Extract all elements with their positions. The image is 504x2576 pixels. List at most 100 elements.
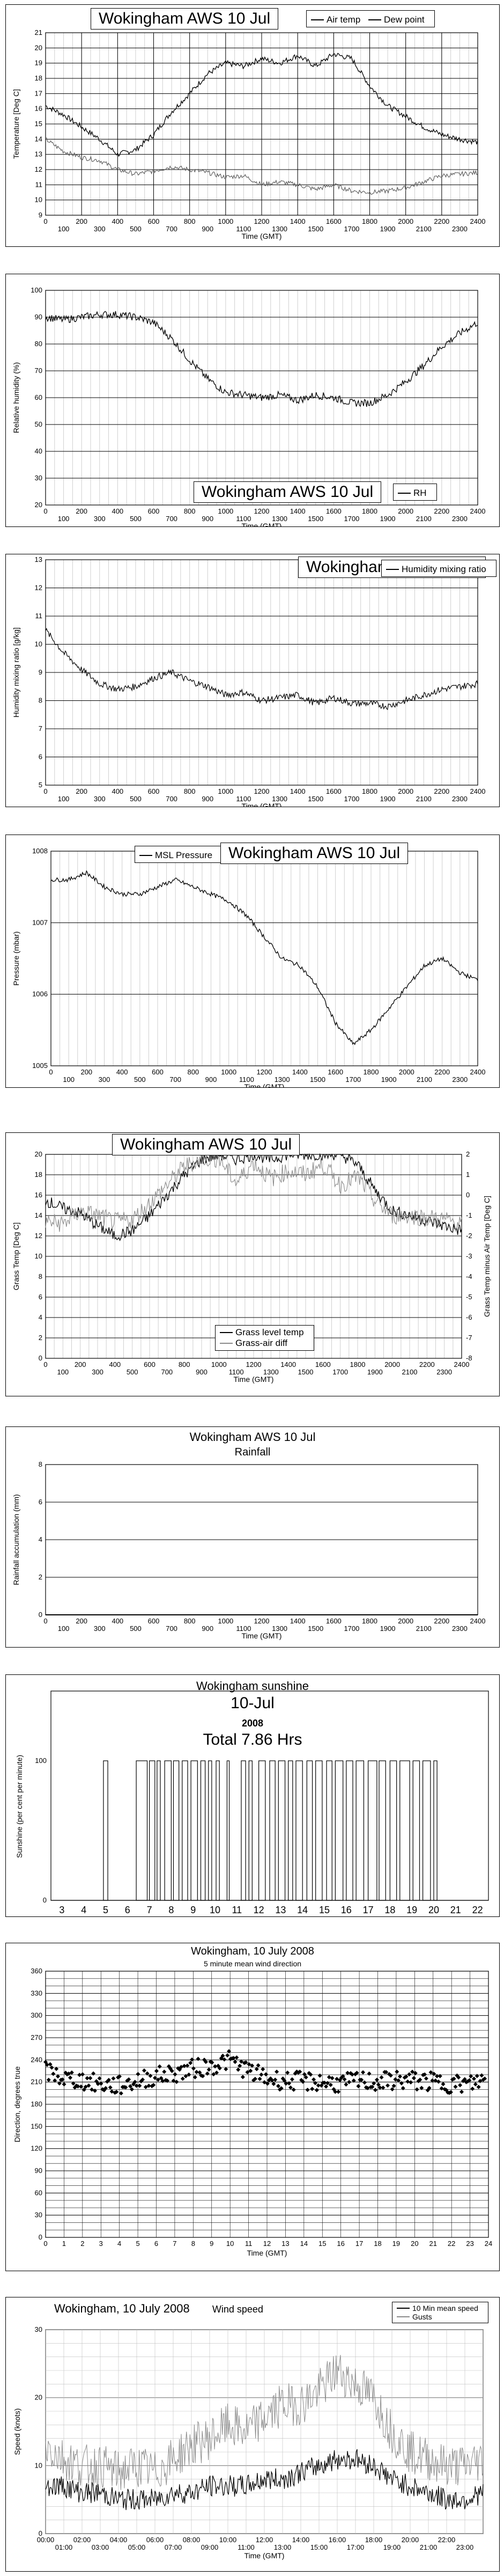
direction-point (459, 2089, 464, 2094)
x-tick-label: 1400 (290, 217, 306, 225)
mixing-ratio-plot-area (45, 559, 478, 786)
direction-point (384, 2070, 389, 2075)
pressure-grid (50, 851, 478, 1066)
direction-point (299, 2077, 304, 2082)
direction-point (388, 2073, 393, 2078)
direction-point (137, 2083, 142, 2088)
x-tick-label: 4 (117, 2240, 121, 2248)
direction-point (416, 2079, 421, 2083)
y-tick-label: 0 (39, 1354, 42, 1362)
direction-point (447, 2090, 452, 2095)
direction-point (479, 2073, 484, 2078)
sunshine-bar (335, 1760, 344, 1901)
direction-point (233, 2059, 238, 2064)
x-tick-label: 14:00 (292, 2536, 310, 2544)
panel-wind-direction: 0 30 60 90 120 150 180 210 240 270 300 330 360 0 1 2 3 4 5… (5, 1943, 500, 2271)
direction-point (188, 2061, 193, 2066)
x-tick-label: 20 (428, 1905, 439, 1915)
y-tick-label: 0 (43, 1896, 47, 1904)
direction-point (361, 2070, 366, 2075)
direction-point (313, 2081, 317, 2085)
y-tick-label: 5 (39, 781, 42, 789)
direction-point (154, 2068, 159, 2073)
sunshine-bar (248, 1760, 253, 1901)
sunshine-bar (355, 1760, 365, 1901)
direction-point (367, 2071, 372, 2076)
panel-air-temp: 9 10 11 12 13 14 15 16 17 18 19 20 21 0 200 400 600 800 10… (5, 4, 500, 247)
x-tick-label: 700 (161, 1368, 173, 1376)
y-tick-label: 12 (35, 1232, 42, 1240)
direction-point (276, 2084, 280, 2089)
y-tick-label: 30 (35, 474, 42, 482)
x-tick-label: 2 (80, 2240, 84, 2248)
y-tick-label: 4 (39, 1313, 42, 1321)
legend-mixing-ratio: Humidity mixing ratio (381, 560, 496, 577)
direction-point (157, 2064, 162, 2069)
direction-point (243, 2060, 248, 2065)
y-tick-label: 10 (35, 2461, 42, 2469)
direction-point (191, 2066, 196, 2071)
y-tick-label: 270 (31, 2033, 42, 2041)
x-tick-label: 400 (112, 1617, 123, 1625)
direction-point (344, 2082, 349, 2087)
y-tick-label: 20 (35, 1150, 42, 1158)
x-tick-label: 1900 (380, 1624, 396, 1633)
series-line-mean-speed (45, 2449, 484, 2511)
x-tick-label: 1600 (326, 787, 342, 795)
chart-title-sunshine: Wokingham sunshine (196, 1679, 309, 1693)
grass-temp-x-axis-label: Time (GMT) (234, 1375, 274, 1384)
direction-point (211, 2072, 216, 2077)
x-tick-label: 2000 (398, 217, 413, 225)
x-tick-label: 0 (43, 507, 47, 515)
direction-point (424, 2076, 428, 2081)
x-tick-label: 800 (187, 1068, 199, 1076)
x-tick-label: 1000 (221, 1068, 236, 1076)
y-tick-label: 40 (35, 447, 42, 455)
direction-point (68, 2075, 72, 2080)
direction-point (265, 2081, 270, 2086)
direction-point (194, 2069, 199, 2074)
y-tick-label: 1008 (32, 847, 48, 855)
x-tick-label: 300 (94, 225, 106, 233)
rainfall-grid (46, 1464, 478, 1615)
y-tick-label: 13 (35, 555, 42, 564)
x-tick-label: 3 (99, 2240, 103, 2248)
direction-point (414, 2087, 419, 2092)
direction-point (206, 2067, 211, 2072)
series-line-pressure (50, 870, 478, 1045)
y-tick-label: 90 (35, 313, 42, 321)
direction-point (391, 2083, 396, 2088)
direction-point (465, 2079, 470, 2084)
grass-temp-y-axis-label: Grass Temp [Deg C] (12, 1223, 20, 1291)
y-tick-label: 80 (35, 340, 42, 348)
x-tick-label: 7 (147, 1905, 152, 1915)
legend-wind-speed: 10 Min mean speed Gusts (392, 2302, 488, 2323)
y-tick-label: 20 (35, 2394, 42, 2402)
direction-point (136, 2072, 140, 2076)
direction-point (317, 2073, 322, 2078)
x-tick-label: 14 (297, 1905, 308, 1915)
direction-point (123, 2085, 128, 2090)
sunshine-bar (149, 1760, 155, 1901)
legend-item-mixing-ratio: Humidity mixing ratio (386, 564, 486, 575)
swatch-icon (311, 19, 324, 20)
legend-label: Gusts (412, 2312, 432, 2321)
direction-point (220, 2053, 225, 2058)
x-tick-label: 19:00 (383, 2543, 401, 2551)
x-tick-label: 400 (112, 787, 123, 795)
wind-direction-x-axis-label: Time (GMT) (247, 2249, 287, 2257)
y-tick-label: 6 (39, 753, 42, 761)
x-tick-label: 2300 (452, 1624, 468, 1633)
direction-point (432, 2072, 436, 2076)
x-tick-label: 500 (130, 225, 142, 233)
x-tick-label: 1000 (218, 787, 233, 795)
direction-point (88, 2076, 93, 2081)
direction-point (187, 2072, 191, 2077)
x-tick-label: 1600 (328, 1068, 343, 1076)
x-tick-label: 2000 (384, 1360, 400, 1368)
legend-label: Dew point (384, 14, 425, 25)
y-tick-label: 120 (31, 2145, 42, 2153)
sunshine-bar (278, 1760, 286, 1901)
x-tick-label: 13 (275, 1905, 286, 1915)
direction-point (231, 2055, 236, 2060)
